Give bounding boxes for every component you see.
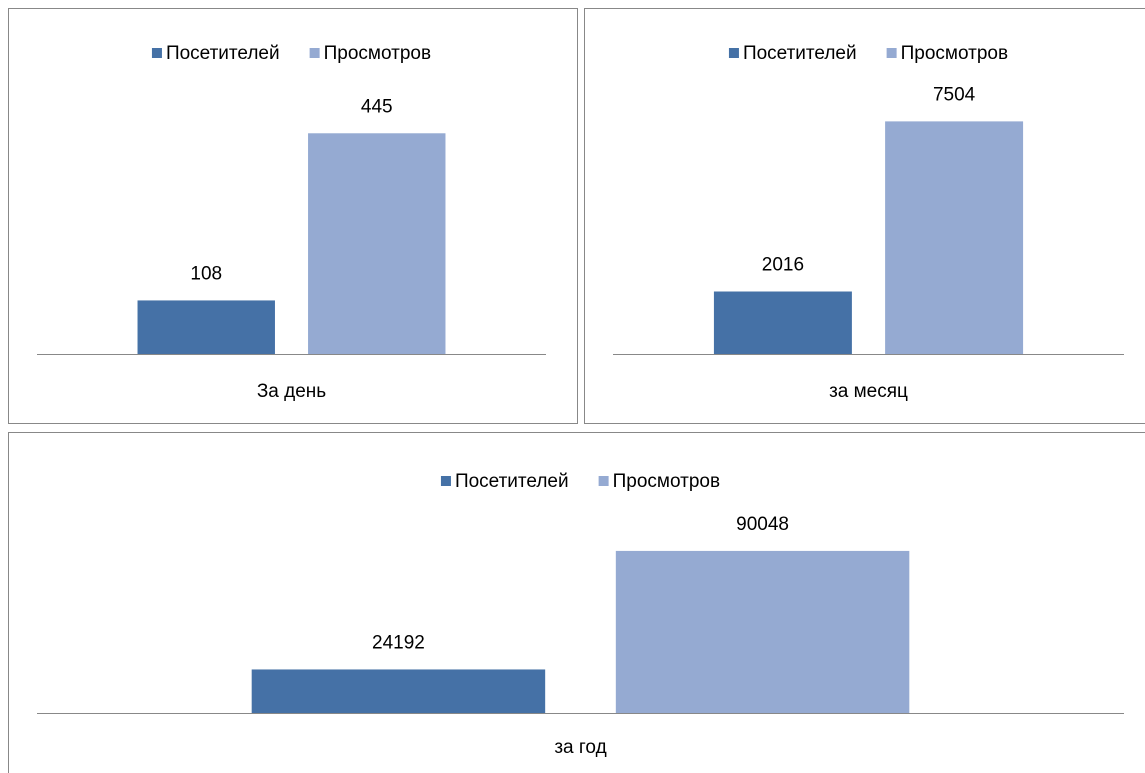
category-label: за год (554, 737, 606, 758)
legend-swatch (309, 48, 320, 58)
legend-swatch (728, 48, 739, 58)
chart-frame (8, 8, 578, 424)
legend-label: Просмотров (324, 43, 431, 64)
category-label: За день (257, 381, 326, 402)
bar (137, 300, 275, 354)
bar (308, 133, 446, 354)
value-label: 108 (190, 263, 222, 284)
legend-label: Посетителей (743, 43, 857, 64)
value-label: 2016 (762, 255, 804, 276)
chart-frame (584, 8, 1145, 424)
legend-swatch (440, 476, 451, 486)
chart-frame (8, 432, 1145, 773)
legend-swatch (151, 48, 162, 58)
legend-swatch (886, 48, 897, 58)
value-label: 7504 (933, 84, 976, 105)
legend-label: Посетителей (166, 43, 280, 64)
value-label: 24192 (372, 632, 425, 653)
legend-label: Посетителей (455, 471, 569, 492)
bar (885, 121, 1024, 354)
bar (615, 550, 910, 713)
legend-swatch (598, 476, 609, 486)
bar (713, 291, 852, 354)
legend-label: Просмотров (901, 43, 1008, 64)
bar (251, 669, 546, 713)
value-label: 445 (361, 96, 393, 117)
value-label: 90048 (736, 514, 789, 535)
category-label: за месяц (829, 381, 908, 402)
legend-label: Просмотров (613, 471, 720, 492)
